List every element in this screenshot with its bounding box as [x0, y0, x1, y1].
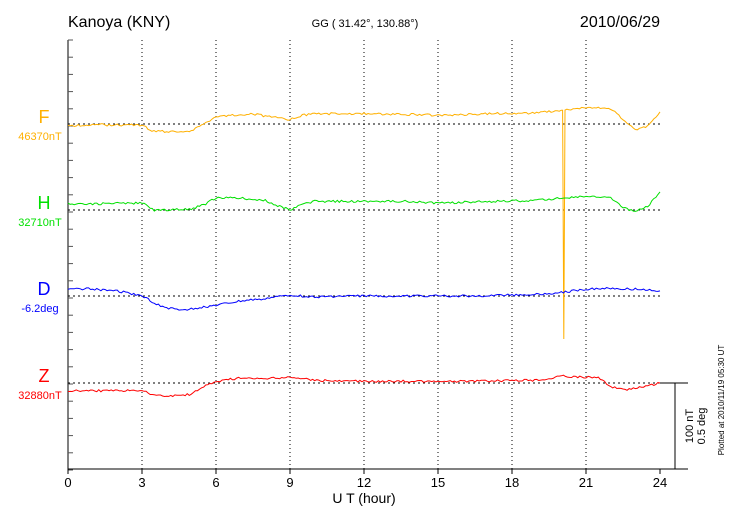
x-tick-label: 15	[431, 475, 445, 490]
series-name-D: D	[38, 279, 51, 299]
series-line-F	[67, 106, 661, 340]
chart-subtitle: GG ( 31.42°, 130.88°)	[312, 18, 419, 30]
series-baseline-H: 32710nT	[18, 217, 62, 229]
series-name-H: H	[38, 193, 51, 213]
x-tick-label: 21	[579, 475, 593, 490]
chart-date: 2010/06/29	[580, 14, 660, 31]
x-tick-label: 3	[138, 475, 145, 490]
series-line-Z	[67, 374, 661, 398]
x-axis-label: U T (hour)	[332, 490, 395, 506]
scale-label-deg: 0.5 deg	[696, 408, 708, 445]
series-name-Z: Z	[39, 366, 50, 386]
x-tick-label: 24	[653, 475, 667, 490]
chart-title: Kanoya (KNY)	[68, 14, 170, 31]
series-baseline-F: 46370nT	[18, 131, 62, 143]
x-tick-label: 0	[64, 475, 71, 490]
x-tick-label: 6	[212, 475, 219, 490]
series-baseline-D: -6.2deg	[21, 303, 58, 315]
x-tick-label: 18	[505, 475, 519, 490]
series-line-D	[67, 287, 661, 311]
x-tick-label: 12	[357, 475, 371, 490]
series-name-F: F	[39, 107, 50, 127]
series-line-H	[67, 191, 661, 212]
series-baseline-Z: 32880nT	[18, 390, 62, 402]
scale-label-nt: 100 nT	[684, 409, 696, 444]
x-tick-label: 9	[286, 475, 293, 490]
plotted-note: Plotted at 2010/11/19 05:30 UT	[717, 345, 726, 456]
